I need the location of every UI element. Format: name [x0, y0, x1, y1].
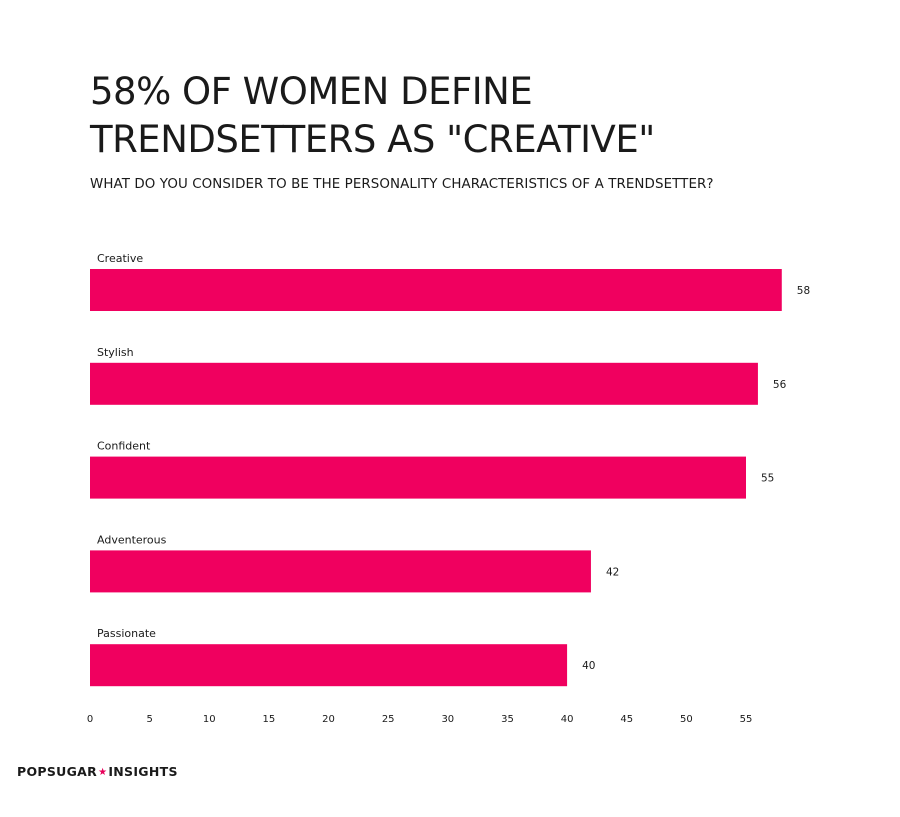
x-tick-label-35: 35 — [501, 714, 514, 725]
star-icon: ★ — [98, 767, 108, 778]
chart-title: 58% OF WOMEN DEFINE TRENDSETTERS AS "CRE… — [90, 68, 655, 164]
value-label-adventerous: 42 — [606, 566, 619, 578]
chart-subtitle: WHAT DO YOU CONSIDER TO BE THE PERSONALI… — [90, 177, 714, 192]
bar-creative — [90, 269, 782, 311]
brand-name-left: POPSUGAR — [17, 764, 98, 779]
x-tick-label-5: 5 — [146, 714, 152, 725]
brand-name-right: INSIGHTS — [108, 764, 178, 779]
brand-logo: POPSUGAR★INSIGHTS — [17, 764, 178, 779]
category-label-adventerous: Adventerous — [97, 533, 167, 546]
value-label-passionate: 40 — [582, 660, 595, 672]
x-tick-label-20: 20 — [322, 714, 335, 725]
x-tick-label-15: 15 — [263, 714, 276, 725]
x-tick-label-50: 50 — [680, 714, 693, 725]
category-label-stylish: Stylish — [97, 346, 134, 359]
x-tick-label-30: 30 — [441, 714, 454, 725]
bar-chart: Creative 58 Stylish 56 Confident 55 Adventerou… — [87, 252, 810, 725]
category-label-creative: Creative — [97, 252, 143, 265]
bar-passionate — [90, 644, 568, 687]
x-tick-label-25: 25 — [382, 714, 395, 725]
chart-title-line-1: 58% OF WOMEN DEFINE — [90, 70, 533, 113]
x-axis-ticks: 0 5 10 15 20 25 30 35 40 45 50 55 — [87, 714, 753, 725]
x-tick-label-10: 10 — [203, 714, 216, 725]
value-label-stylish: 56 — [773, 379, 787, 391]
x-tick-label-55: 55 — [740, 714, 753, 725]
bar-confident — [90, 456, 746, 499]
x-tick-label-0: 0 — [87, 714, 93, 725]
value-label-confident: 55 — [761, 473, 774, 485]
category-label-confident: Confident — [97, 440, 151, 453]
chart-title-line-2: TRENDSETTERS AS "CREATIVE" — [90, 118, 655, 161]
value-label-creative: 58 — [797, 285, 810, 297]
bars-layer: Creative 58 Stylish 56 Confident 55 Adventerou… — [90, 252, 810, 687]
bar-adventerous — [90, 550, 591, 593]
x-tick-label-45: 45 — [620, 714, 633, 725]
x-tick-label-40: 40 — [561, 714, 574, 725]
category-label-passionate: Passionate — [97, 627, 156, 640]
bar-stylish — [90, 362, 758, 405]
